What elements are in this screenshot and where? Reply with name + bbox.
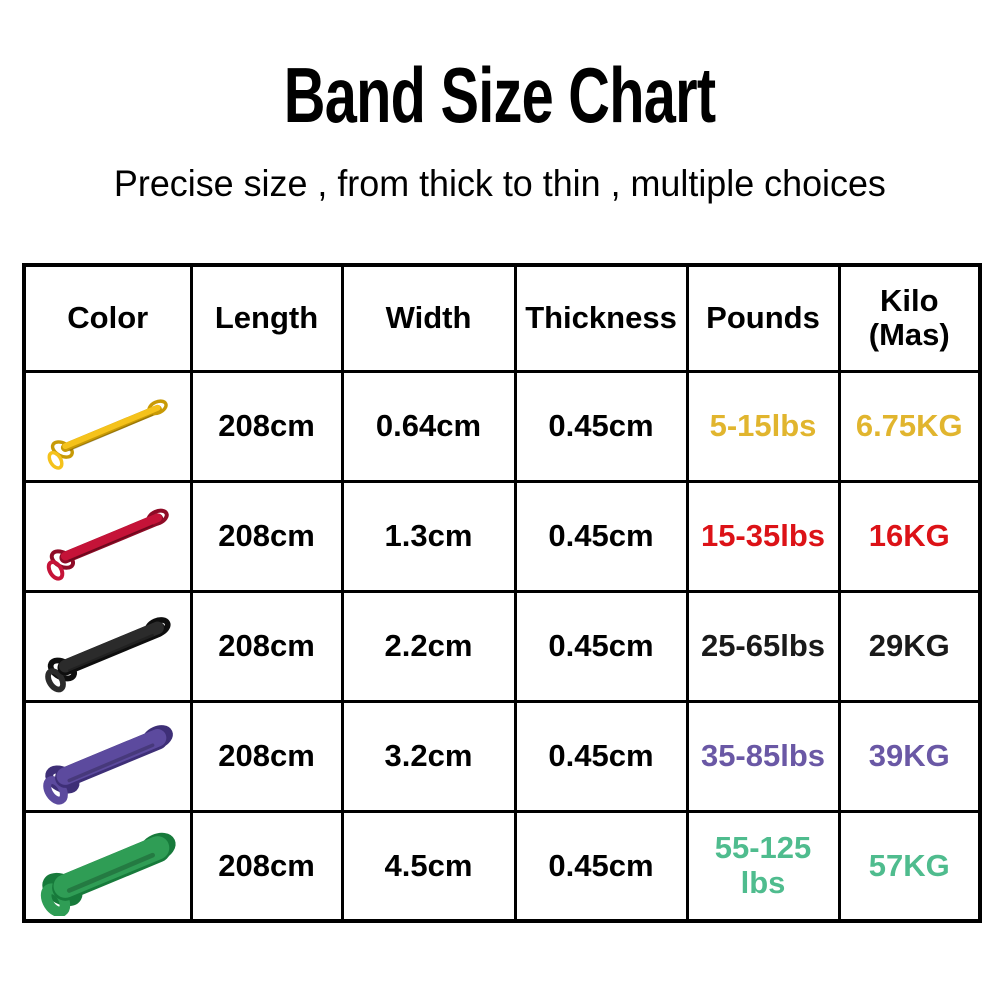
pounds-cell: 35-85lbs xyxy=(685,699,841,813)
header-cell-length: Length xyxy=(189,263,344,373)
kilo-header-line1: Kilo xyxy=(879,282,939,318)
black-band-icon xyxy=(44,617,171,693)
header-cell-color: Color xyxy=(22,263,193,373)
band-size-table: Color Length Width Thickness Pounds Kilo… xyxy=(22,263,982,923)
thickness-cell: 0.45cm xyxy=(513,699,689,813)
kilo-cell: 16KG xyxy=(837,479,982,593)
header-cell-pounds: Pounds xyxy=(685,263,841,373)
length-cell: 208cm xyxy=(189,589,344,703)
header-cell-kilo: Kilo (Mas) xyxy=(837,263,982,373)
pounds-value: 15-35lbs xyxy=(700,517,826,553)
width-cell: 4.5cm xyxy=(340,809,517,923)
pounds-value: 35-85lbs xyxy=(700,737,826,773)
kilo-cell: 39KG xyxy=(837,699,982,813)
width-cell: 0.64cm xyxy=(340,369,517,483)
color-cell xyxy=(22,369,193,483)
kilo-cell: 6.75KG xyxy=(837,369,982,483)
pounds-value: 25-65lbs xyxy=(700,627,826,663)
table-header: Color Length Width Thickness Pounds Kilo… xyxy=(22,263,982,373)
thickness-cell: 0.45cm xyxy=(513,369,689,483)
page-subtitle-text: Precise size , from thick to thin , mult… xyxy=(114,163,886,204)
thickness-cell: 0.45cm xyxy=(513,809,689,923)
pounds-cell: 15-35lbs xyxy=(685,479,841,593)
table-row-green: 208cm 4.5cm 0.45cm 55-125 lbs 57KG xyxy=(22,809,982,923)
kilo-cell: 57KG xyxy=(837,809,982,923)
header-cell-thickness: Thickness xyxy=(513,263,689,373)
green-band-icon xyxy=(40,832,176,916)
color-cell xyxy=(22,699,193,813)
thickness-cell: 0.45cm xyxy=(513,589,689,703)
pounds-cell: 25-65lbs xyxy=(685,589,841,703)
length-cell: 208cm xyxy=(189,699,344,813)
page-title-text: Band Size Chart xyxy=(284,51,716,139)
color-cell xyxy=(22,809,193,923)
yellow-band-icon xyxy=(47,399,168,470)
table-row-yellow: 208cm 0.64cm 0.45cm 5-15lbs 6.75KG xyxy=(22,369,982,483)
table-row-purple: 208cm 3.2cm 0.45cm 35-85lbs 39KG xyxy=(22,699,982,813)
thickness-cell: 0.45cm xyxy=(513,479,689,593)
pounds-value: 5-15lbs xyxy=(709,407,817,443)
pounds-value: 55-125 xyxy=(714,830,812,866)
length-cell: 208cm xyxy=(189,479,344,593)
kilo-header-line2: (Mas) xyxy=(868,317,950,353)
purple-band-icon xyxy=(42,725,173,805)
width-cell: 2.2cm xyxy=(340,589,517,703)
header-row: Color Length Width Thickness Pounds Kilo… xyxy=(22,263,982,373)
color-cell xyxy=(22,589,193,703)
width-cell: 3.2cm xyxy=(340,699,517,813)
page-subtitle: Precise size , from thick to thin , mult… xyxy=(0,163,1000,205)
width-cell: 1.3cm xyxy=(340,479,517,593)
table-row-red: 208cm 1.3cm 0.45cm 15-35lbs 16KG xyxy=(22,479,982,593)
color-cell xyxy=(22,479,193,593)
pounds-cell: 55-125 lbs xyxy=(685,809,841,923)
page-title: Band Size Chart xyxy=(0,56,1000,134)
pounds-value-line2: lbs xyxy=(740,864,786,900)
length-cell: 208cm xyxy=(189,809,344,923)
table-row-black: 208cm 2.2cm 0.45cm 25-65lbs 29KG xyxy=(22,589,982,703)
header-cell-width: Width xyxy=(340,263,517,373)
length-cell: 208cm xyxy=(189,369,344,483)
kilo-cell: 29KG xyxy=(837,589,982,703)
red-band-icon xyxy=(46,508,169,581)
table-body: 208cm 0.64cm 0.45cm 5-15lbs 6.75KG 208cm… xyxy=(22,369,982,923)
pounds-cell: 5-15lbs xyxy=(685,369,841,483)
